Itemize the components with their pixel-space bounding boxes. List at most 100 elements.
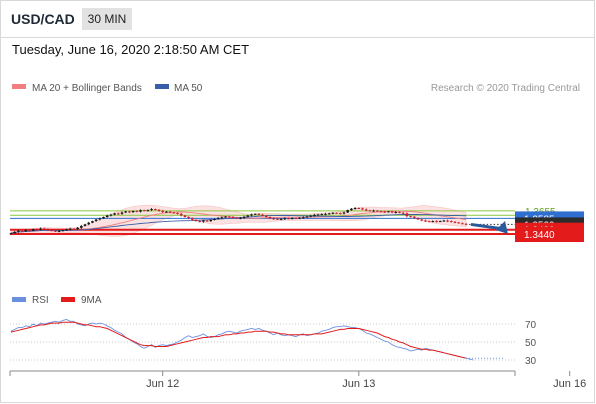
candle-body bbox=[250, 214, 253, 216]
candle-body bbox=[339, 213, 342, 215]
candle-body bbox=[435, 221, 438, 223]
x-tick-label: Jun 16 bbox=[553, 378, 586, 390]
candle-body bbox=[91, 221, 94, 223]
candle-body bbox=[224, 216, 227, 218]
candle-body bbox=[124, 211, 127, 213]
candle-body bbox=[353, 207, 357, 209]
candle-body bbox=[198, 221, 201, 223]
candle-body bbox=[168, 211, 172, 213]
rsi-9ma-legend-label: 9MA bbox=[81, 295, 102, 306]
candle-body bbox=[276, 218, 279, 220]
candle-body bbox=[294, 218, 298, 220]
candle-body bbox=[161, 210, 164, 212]
research-credit: Research © 2020 Trading Central bbox=[431, 83, 580, 94]
candle-body bbox=[242, 216, 246, 218]
candle-body bbox=[128, 211, 131, 213]
candle-body bbox=[261, 214, 264, 216]
candle-body bbox=[376, 210, 379, 212]
candle-body bbox=[364, 209, 368, 211]
ma50-line bbox=[10, 214, 467, 234]
candle-body bbox=[72, 228, 76, 230]
candle-body bbox=[265, 215, 268, 218]
candle-body bbox=[157, 209, 161, 211]
candle-body bbox=[309, 215, 312, 217]
candle-body bbox=[324, 213, 327, 215]
rsi-9ma-legend-swatch bbox=[61, 297, 75, 302]
ma50-legend-label: MA 50 bbox=[174, 83, 203, 94]
candle-body bbox=[120, 212, 124, 214]
candle-body bbox=[327, 213, 331, 215]
bollinger-band bbox=[10, 204, 467, 237]
ma20-legend-label: MA 20 + Bollinger Bands bbox=[32, 83, 142, 94]
candle-body bbox=[394, 211, 398, 213]
rsi-line bbox=[10, 319, 474, 361]
candle-body bbox=[279, 218, 283, 220]
candle-body bbox=[379, 211, 383, 213]
rsi-legend-swatch bbox=[12, 297, 26, 302]
candle-body bbox=[235, 217, 238, 219]
candle-body bbox=[28, 229, 31, 231]
candle-body bbox=[427, 221, 431, 223]
candle-body bbox=[139, 210, 142, 212]
candle-body bbox=[102, 217, 105, 219]
candle-body bbox=[413, 216, 416, 218]
candle-body bbox=[272, 218, 275, 220]
candle-body bbox=[191, 218, 194, 220]
candle-body bbox=[9, 233, 13, 235]
x-tick-label: Jun 12 bbox=[146, 378, 179, 390]
candle-body bbox=[305, 216, 309, 218]
candle-body bbox=[105, 215, 109, 218]
candle-body bbox=[253, 213, 257, 215]
candle-body bbox=[457, 222, 460, 224]
candle-body bbox=[176, 213, 179, 215]
candle-body bbox=[13, 231, 16, 234]
candle-body bbox=[401, 212, 405, 214]
candle-body bbox=[83, 224, 87, 226]
candle-body bbox=[24, 229, 28, 232]
candle-body bbox=[146, 210, 150, 212]
candle-body bbox=[302, 217, 305, 219]
candle-body bbox=[342, 212, 346, 214]
candle-body bbox=[313, 214, 316, 216]
rsi-tick-label: 70 bbox=[525, 320, 537, 331]
candle-body bbox=[368, 210, 372, 212]
candle-body bbox=[228, 216, 231, 218]
candle-body bbox=[150, 209, 153, 211]
candle-body bbox=[179, 213, 183, 216]
candle-body bbox=[383, 211, 386, 213]
candle-body bbox=[409, 216, 412, 218]
candle-body bbox=[350, 208, 353, 211]
support-label-5: 1.3440 bbox=[524, 230, 555, 241]
candle-body bbox=[54, 230, 57, 232]
candle-body bbox=[257, 213, 261, 215]
rsi-legend-label: RSI bbox=[32, 295, 49, 306]
candle-body bbox=[346, 210, 349, 213]
candle-body bbox=[268, 217, 272, 219]
candle-body bbox=[398, 211, 401, 213]
candle-body bbox=[361, 208, 364, 210]
candle-body bbox=[87, 222, 90, 225]
rsi-tick-label: 30 bbox=[525, 356, 537, 367]
candle-body bbox=[335, 212, 338, 214]
candle-body bbox=[461, 223, 464, 225]
candle-body bbox=[39, 228, 42, 230]
candle-body bbox=[35, 229, 39, 231]
candle-body bbox=[109, 214, 113, 216]
candle-body bbox=[283, 218, 287, 220]
candle-body bbox=[117, 213, 120, 215]
candle-body bbox=[331, 212, 335, 214]
timeframe-button[interactable]: 30 MIN bbox=[82, 8, 132, 30]
candle-body bbox=[246, 215, 250, 217]
candle-body bbox=[220, 217, 224, 219]
candle-body bbox=[194, 219, 198, 222]
candle-body bbox=[31, 229, 35, 231]
candle-body bbox=[387, 211, 390, 213]
candle-body bbox=[205, 220, 209, 222]
candle-body bbox=[431, 221, 435, 223]
candle-body bbox=[43, 228, 46, 230]
candle-body bbox=[213, 218, 216, 221]
candle-body bbox=[216, 217, 220, 219]
candle-body bbox=[450, 221, 453, 223]
candle-body bbox=[446, 220, 449, 222]
